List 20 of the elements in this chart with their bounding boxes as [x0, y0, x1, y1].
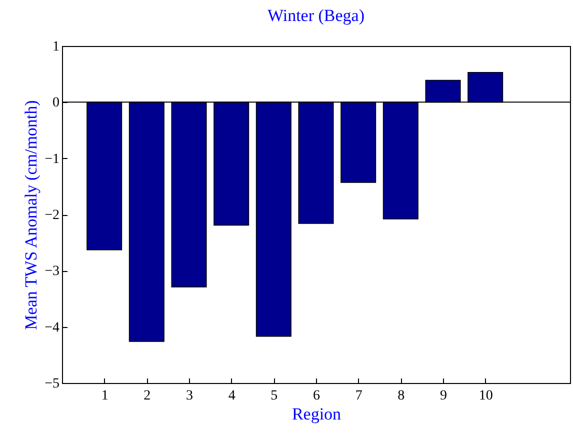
x-tick-label: 7 [355, 388, 362, 404]
x-tick-label: 1 [101, 388, 108, 404]
x-tick-label: 9 [440, 388, 447, 404]
x-tick-label: 5 [270, 388, 278, 404]
y-tick-label: −2 [44, 208, 60, 223]
x-tick-label: 6 [313, 388, 320, 404]
x-tick-label: 4 [228, 388, 236, 404]
y-tick-label: −5 [44, 376, 60, 392]
y-tick-label: −3 [44, 264, 60, 280]
chart-title: Winter (Bega) [267, 6, 365, 25]
x-tick-label: 2 [144, 388, 151, 404]
x-tick-label: 8 [398, 388, 405, 404]
x-tick-label: 10 [478, 388, 493, 404]
x-tick-label: 3 [186, 388, 193, 404]
y-tick-label: 0 [52, 96, 60, 111]
x-axis-title: Region [292, 404, 342, 424]
y-tick-label: −1 [44, 152, 60, 167]
y-axis-title: Mean TWS Anomaly (cm/month) [22, 100, 41, 330]
y-tick-label: −4 [44, 320, 60, 336]
y-tick-label: 1 [52, 40, 60, 54]
